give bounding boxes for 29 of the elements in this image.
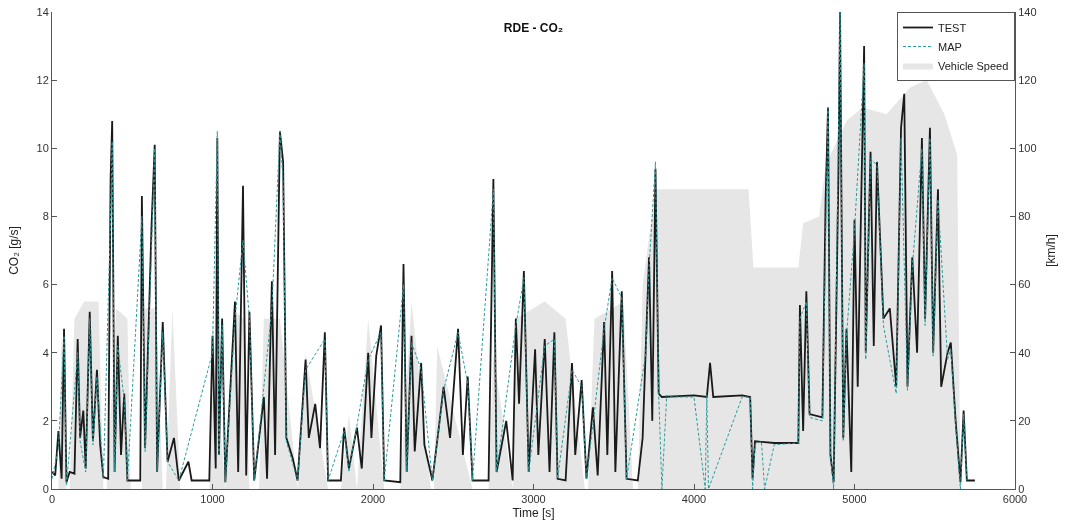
y-tick-label: 0 (42, 482, 49, 495)
y2-tick-label: 40 (1018, 346, 1031, 359)
y-tick-label: 12 (36, 73, 49, 86)
y2-axis-title: [km/h] (1044, 234, 1058, 267)
x-tick-label: 4000 (681, 493, 707, 506)
text: RDE - CO₂ (503, 21, 564, 36)
x-tick-label: 5000 (842, 493, 867, 506)
y2-tick-label: 60 (1018, 278, 1031, 291)
y2-tick-label: 100 (1018, 142, 1037, 155)
y2-tick-label: 0 (1018, 482, 1025, 495)
y2-tick-label: 20 (1018, 414, 1031, 427)
y-tick-label: 14 (36, 5, 49, 18)
x-tick-label: 2000 (360, 493, 386, 506)
y2-tick-label: 80 (1018, 210, 1031, 223)
legend-label: Vehicle Speed (938, 59, 1009, 72)
y-tick-label: 10 (36, 142, 49, 155)
x-tick-label: 1000 (200, 493, 225, 506)
y-tick-label: 4 (42, 346, 49, 359)
y2-tick-label: 120 (1018, 73, 1037, 86)
y-axis-title: CO₂ [g/s] (7, 226, 21, 275)
legend-label: TEST (938, 21, 967, 34)
y-tick-label: 2 (42, 414, 49, 427)
legend-label: MAP (938, 40, 962, 53)
y-tick-label: 6 (42, 278, 49, 291)
y-tick-label: 8 (42, 210, 49, 223)
y2-tick-label: 140 (1018, 5, 1037, 18)
x-axis-title: Time [s] (512, 506, 555, 521)
x-tick-label: 3000 (521, 493, 546, 506)
x-tick-label: 6000 (1002, 493, 1028, 506)
